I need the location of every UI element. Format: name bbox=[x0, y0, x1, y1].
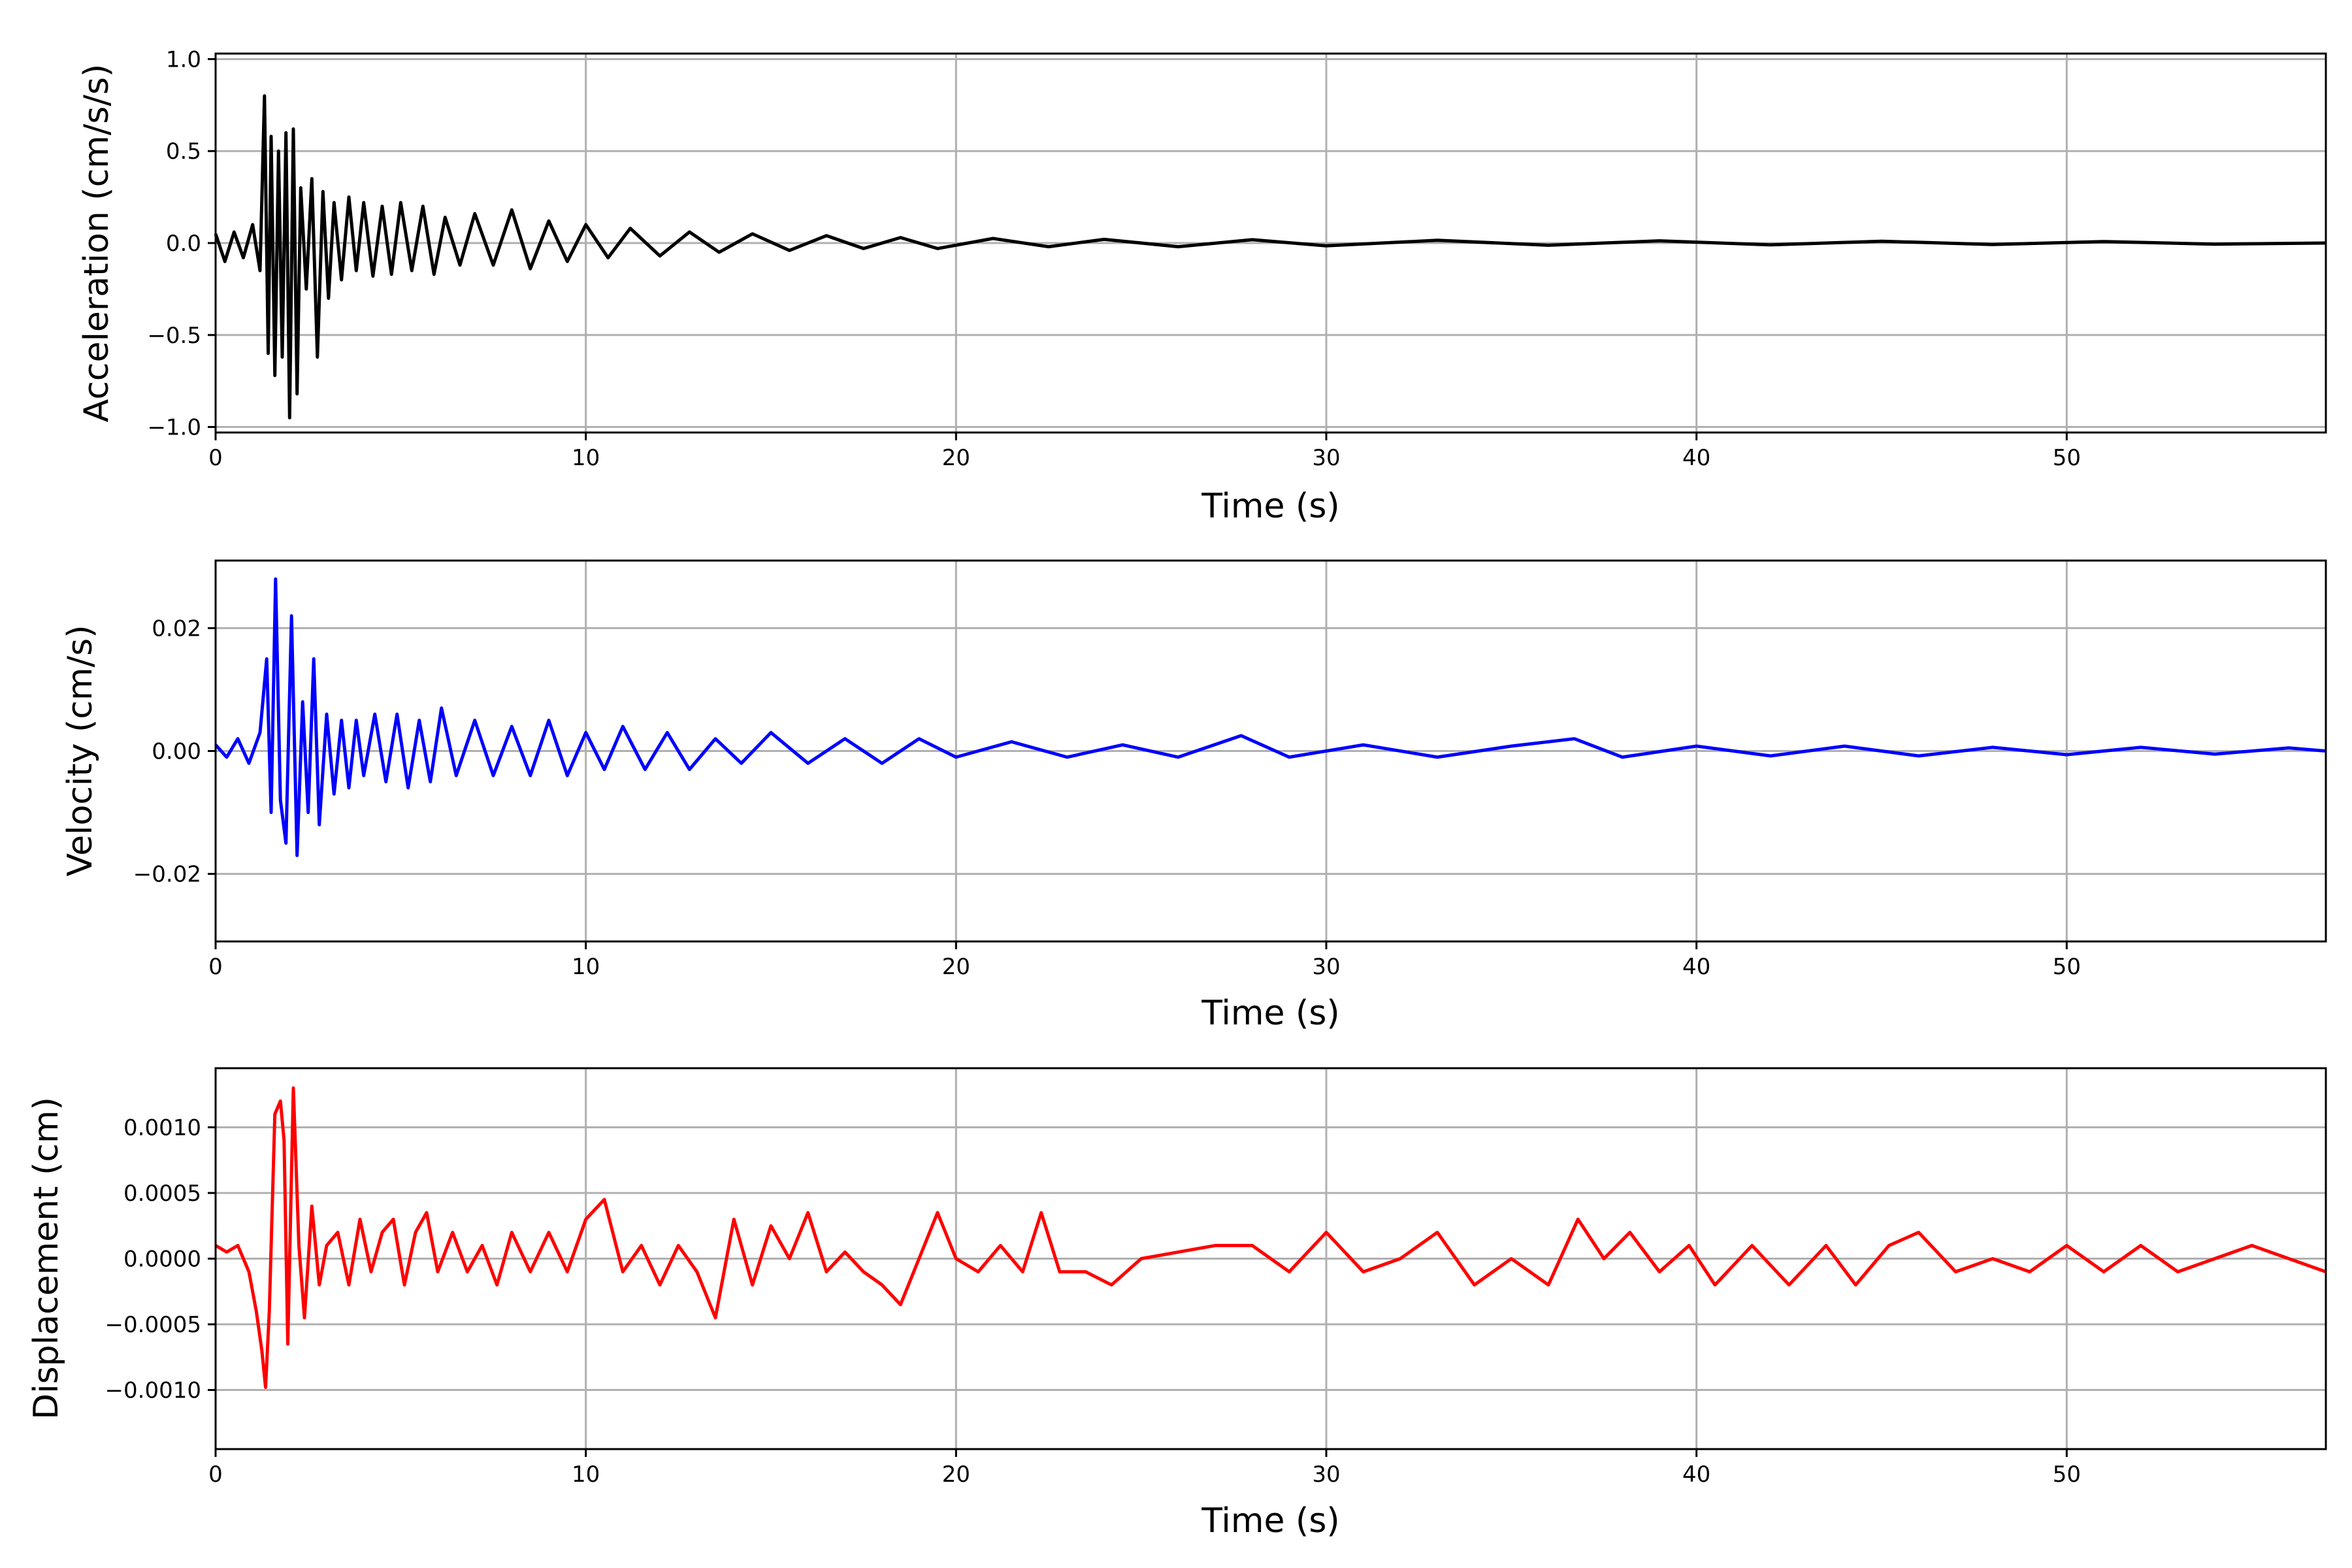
velocity-y-tick-label: 0.00 bbox=[152, 739, 201, 765]
acceleration-y-tick-label: −0.5 bbox=[147, 323, 201, 349]
displacement-y-axis-label: Displacement (cm) bbox=[27, 1097, 66, 1420]
acceleration-x-tick-label: 0 bbox=[208, 445, 223, 471]
velocity-x-axis-label: Time (s) bbox=[1201, 994, 1339, 1033]
displacement-x-tick-label: 50 bbox=[2053, 1462, 2081, 1488]
displacement-y-tick-label: −0.0010 bbox=[105, 1378, 201, 1404]
displacement-y-tick-label: 0.0005 bbox=[123, 1181, 201, 1207]
velocity-x-tick-label: 50 bbox=[2053, 954, 2081, 980]
acceleration-series-line bbox=[214, 94, 2327, 419]
displacement-x-tick-label: 10 bbox=[572, 1462, 600, 1488]
acceleration-x-tick-label: 20 bbox=[942, 445, 970, 471]
acceleration-y-tick-label: −1.0 bbox=[147, 415, 201, 441]
displacement-y-tick-label: −0.0005 bbox=[105, 1312, 201, 1338]
acceleration-panel: 0 10 20 30 40 50 −1.0 −0.5 0.0 0.5 1.0 Time (s) Ac… bbox=[77, 46, 2327, 526]
displacement-x-tick-label: 40 bbox=[1682, 1462, 1710, 1488]
acceleration-x-tick-label: 10 bbox=[572, 445, 600, 471]
acceleration-y-tick-label: 1.0 bbox=[166, 46, 201, 73]
displacement-x-tick-label: 0 bbox=[208, 1462, 223, 1488]
acceleration-y-tick-label: 0.0 bbox=[166, 231, 201, 257]
displacement-x-tick-label: 20 bbox=[942, 1462, 970, 1488]
velocity-x-tick-label: 30 bbox=[1312, 954, 1340, 980]
velocity-panel: 0 10 20 30 40 50 −0.02 0.00 0.02 Time (s) Veloci… bbox=[61, 559, 2327, 1033]
velocity-x-tick-label: 0 bbox=[208, 954, 223, 980]
displacement-panel: 0 10 20 30 40 50 −0.0010 −0.0005 0.0000 0.0005 0.0… bbox=[27, 1067, 2327, 1541]
displacement-y-tick-label: 0.0010 bbox=[123, 1115, 201, 1141]
velocity-x-tick-label: 10 bbox=[572, 954, 600, 980]
velocity-x-tick-label: 20 bbox=[942, 954, 970, 980]
acceleration-x-tick-label: 50 bbox=[2053, 445, 2081, 471]
acceleration-x-tick-label: 40 bbox=[1682, 445, 1710, 471]
displacement-x-axis-label: Time (s) bbox=[1201, 1501, 1339, 1541]
velocity-series-line bbox=[214, 577, 2327, 857]
velocity-y-tick-label: −0.02 bbox=[133, 862, 201, 888]
velocity-x-tick-label: 40 bbox=[1682, 954, 1710, 980]
velocity-y-axis-label: Velocity (cm/s) bbox=[61, 625, 100, 877]
displacement-series-line bbox=[214, 1086, 2327, 1389]
acceleration-x-tick-label: 30 bbox=[1312, 445, 1340, 471]
displacement-x-tick-label: 30 bbox=[1312, 1462, 1340, 1488]
acceleration-y-axis-label: Acceleration (cm/s/s) bbox=[77, 64, 116, 423]
velocity-y-tick-label: 0.02 bbox=[152, 615, 201, 642]
displacement-y-tick-label: 0.0000 bbox=[123, 1247, 201, 1273]
acceleration-x-axis-label: Time (s) bbox=[1201, 487, 1339, 526]
acceleration-y-tick-label: 0.5 bbox=[166, 139, 201, 165]
